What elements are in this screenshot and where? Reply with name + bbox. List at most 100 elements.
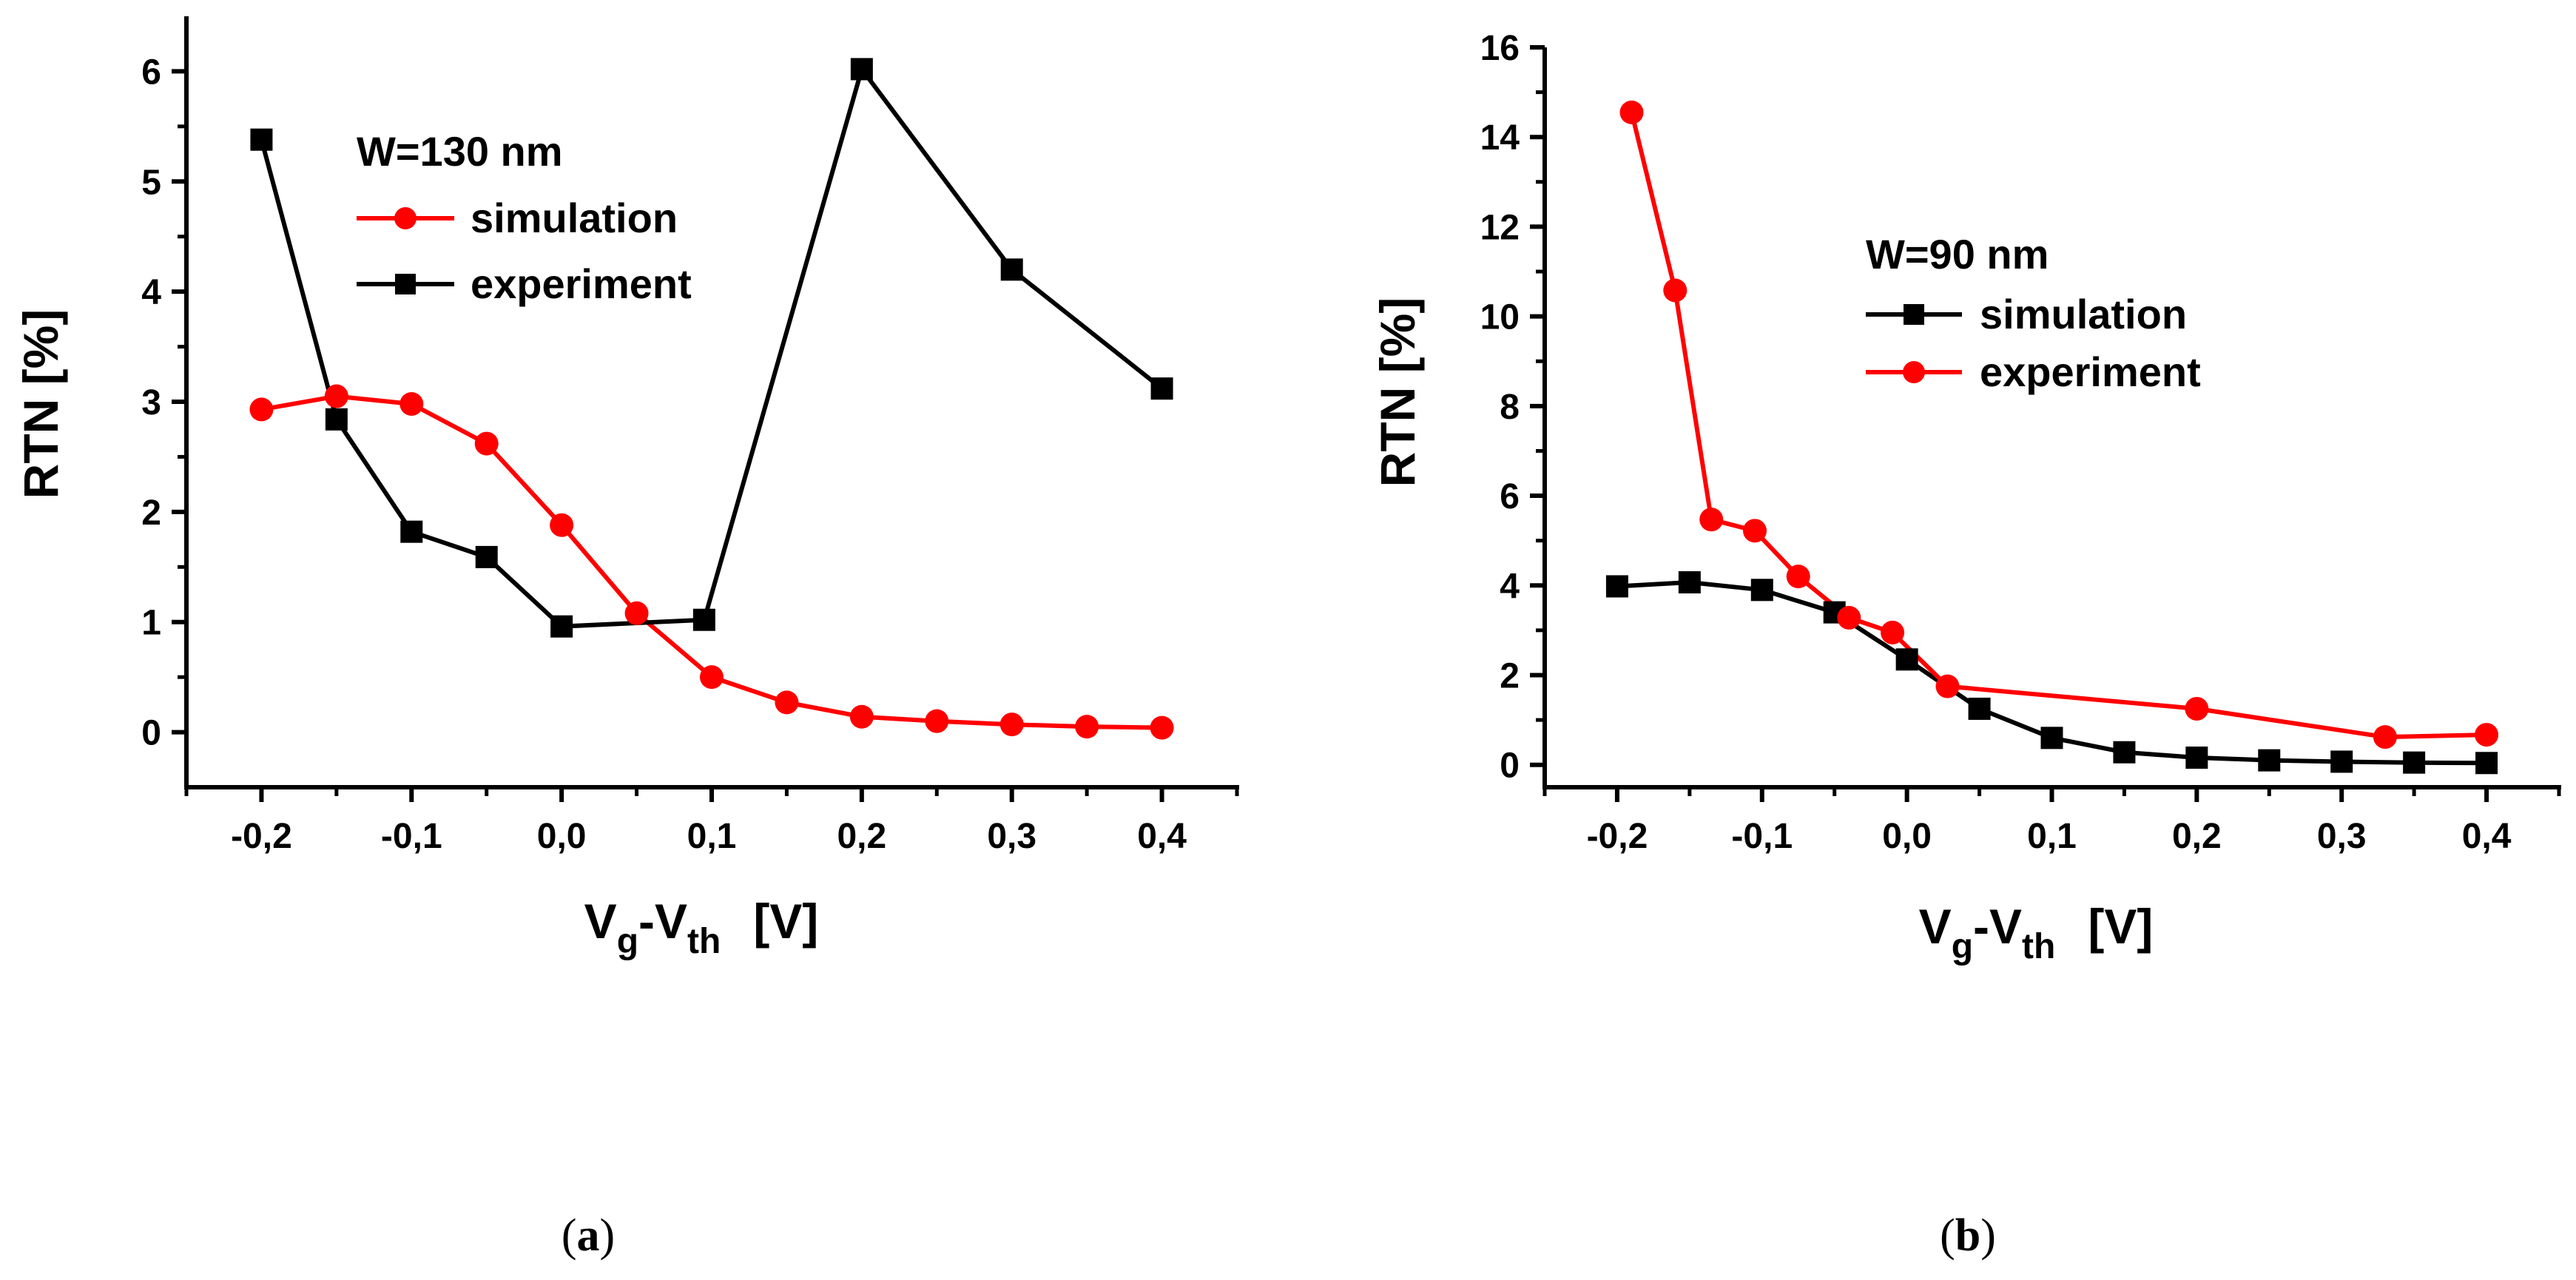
panel-b-experiment-point [2185,696,2209,721]
panel-b-experiment-point [2373,725,2397,750]
panel-a-y-tick-label: 3 [141,383,161,422]
panel-a-experiment-point [850,58,873,81]
panel-a-legend-title: W=130 nm [357,128,563,175]
panel-a-x-tick-label: 0,3 [987,817,1036,856]
panel-a-simulation-point [999,713,1024,737]
panel-b-experiment-point [1663,278,1687,303]
panel-b-y-tick-label: 0 [1500,747,1520,786]
panel-a-y-tick-label: 2 [141,494,161,533]
panel-b-simulation-point [1678,571,1701,594]
panel-a-experiment-point [1150,377,1173,400]
panel-b-y-tick-label: 12 [1480,208,1520,247]
panel-a-legend-label-simulation: simulation [471,195,678,241]
panel-b-caption-close: ) [1980,1210,1996,1261]
panel-b-x-tick-label: 0,0 [1882,817,1932,856]
panel-b-simulation-point [1750,579,1773,602]
panel-a-x-tick-label: 0,2 [837,817,886,856]
panel-b-simulation-point [1895,648,1918,671]
panel-b-y-tick-label: 6 [1500,477,1520,516]
panel-b-y-tick-label: 10 [1480,298,1520,337]
panel-b-x-tick-label: 0,4 [2462,817,2512,856]
panel-a-simulation-point [624,601,649,625]
panel-b-experiment-point [2475,723,2499,747]
panel-a-experiment-point [475,545,498,568]
panel-b-x-title-sub-g: g [1952,927,1973,966]
panel-a-caption: (a) [562,1210,615,1261]
panel-a-x-tick-label: 0,0 [537,817,587,856]
panel-b-legend-label-experiment: experiment [1980,348,2201,395]
panel-b-simulation-point [2040,727,2063,750]
panel-a-experiment-point [325,408,348,431]
panel-b-x-tick-label: 0,2 [2172,817,2222,856]
panel-a-x-title-sub-g: g [617,922,638,961]
panel-b-x-tick-label: 0,1 [2027,817,2077,856]
panel-b-experiment-point [1837,605,1861,630]
panel-b-experiment-point [1881,620,1905,644]
panel-b-simulation-point [2258,749,2281,772]
panel-b-y-tick-label: 16 [1480,29,1520,68]
panel-b-simulation-point [2403,751,2426,774]
panel-b-series [1605,100,2499,775]
panel-a-simulation-point [249,397,274,422]
panel-b-x-title-v: V [1919,899,1952,954]
panel-b-x-title-sub-th: th [2022,927,2055,966]
panel-a-experiment-point [1000,258,1023,281]
panel-b-experiment-point [1786,565,1810,589]
panel-b-y-tick-label: 2 [1500,656,1520,695]
panel-b-series-experiment-line [1629,112,2487,740]
panel-b-experiment-point [1619,100,1644,124]
panel-b-x-title-dash-v: -V [1973,899,2022,954]
panel-a-legend-marker-experiment [395,274,416,294]
panel-b-caption-open: ( [1940,1210,1955,1261]
panel-b-experiment-point [1699,508,1724,532]
panel-b-experiment-point [1935,674,1960,698]
panel-a-x-tick-label: 0,1 [687,817,737,856]
panel-a-simulation-point [474,431,499,456]
panel-b-legend-label-simulation: simulation [1980,291,2187,337]
panel-a-y-tick-label: 0 [141,714,161,753]
panel-a-y-tick-label: 5 [141,163,161,202]
panel-a-experiment-point [400,520,423,543]
panel-b-simulation-point [2330,750,2353,773]
panel-a-x-title-dash-v: -V [638,894,687,949]
panel-a-caption-letter: a [577,1210,600,1261]
panel-a-x-title-sub-th: th [687,922,721,961]
panel-a-y-tick-label: 4 [141,273,161,312]
panel-b-legend-title: W=90 nm [1866,231,2049,277]
panel-a-simulation-point [849,704,874,729]
panel-a-ticks: -0,2 -0,1 0,0 0,1 0,2 0,3 0,4 0 1 2 3 4 5 6 [141,53,1239,856]
panel-a: -0,2 -0,1 0,0 0,1 0,2 0,3 0,4 0 1 2 3 4 5 6 RTN [%] V… [13,16,1239,1261]
panel-b-simulation-point [1605,575,1628,598]
panel-b: -0,2 -0,1 0,0 0,1 0,2 0,3 0,4 0 2 4 6 8 10 12 14 16 RTN… [1370,29,2561,1261]
panel-a-experiment-point [550,615,573,638]
panel-b-experiment-point [1742,519,1767,543]
panel-b-x-tick-label: -0,1 [1731,817,1793,856]
panel-b-y-axis-title: RTN [%] [1370,297,1425,488]
panel-a-legend-label-experiment: experiment [471,260,692,307]
panel-b-simulation-point [2185,747,2208,769]
panel-a-x-title-unit: [V] [753,894,818,949]
panel-a-simulation-point [700,665,724,690]
panel-a-simulation-point [925,709,949,733]
panel-a-x-axis-title: Vg-Vth [V] [584,894,819,961]
panel-a-simulation-point [1150,715,1174,740]
panel-a-simulation-point [775,690,799,715]
panel-a-y-axis-title: RTN [%] [13,309,68,499]
panel-a-experiment-point [250,128,273,151]
panel-b-legend-marker-experiment [1903,361,1925,383]
panel-b-y-tick-label: 4 [1500,567,1520,606]
panel-b-x-tick-label: 0,3 [2317,817,2367,856]
panel-a-x-tick-label: 0,4 [1137,817,1187,856]
panel-b-caption: (b) [1940,1210,1996,1261]
panel-a-x-tick-label: -0,2 [231,817,292,856]
panel-b-legend-marker-simulation [1904,304,1924,325]
panel-b-y-tick-label: 14 [1480,118,1520,158]
panel-a-y-tick-label: 1 [141,604,161,643]
panel-a-simulation-point [550,513,574,537]
panel-a-x-title-v: V [584,894,617,949]
panel-a-caption-open: ( [562,1210,577,1261]
panel-a-x-tick-label: -0,1 [381,817,442,856]
panel-b-simulation-point [2113,741,2136,764]
panel-b-x-tick-label: -0,2 [1587,817,1648,856]
